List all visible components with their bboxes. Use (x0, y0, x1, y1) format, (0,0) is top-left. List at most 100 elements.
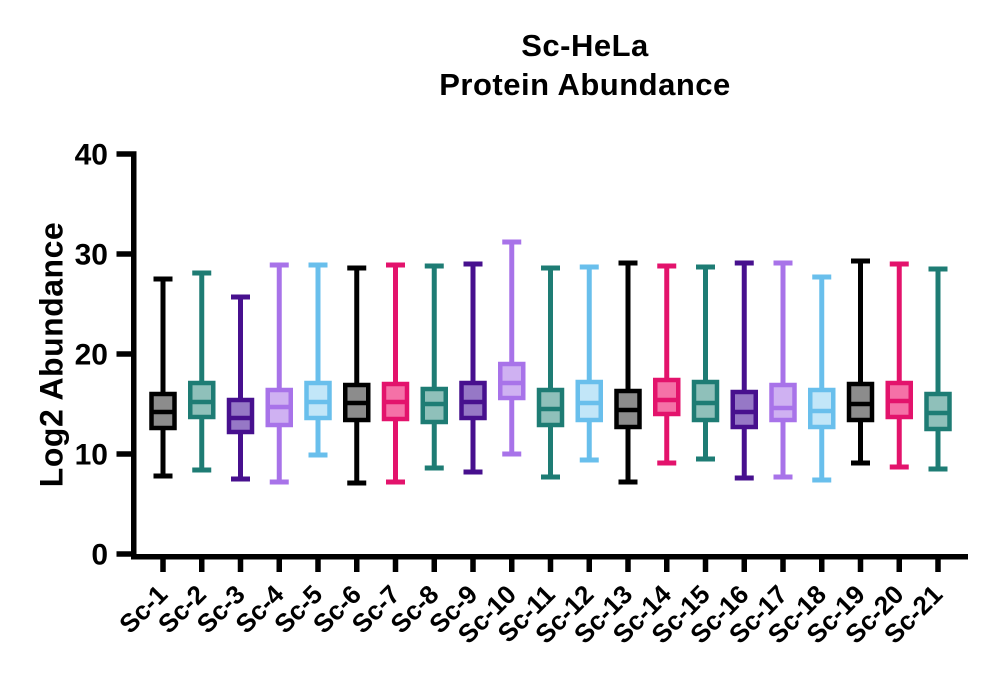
median-line (616, 407, 640, 413)
x-tick (664, 559, 670, 572)
whisker-cap-bottom (463, 469, 483, 475)
whisker-cap-top (657, 263, 677, 269)
median-line (926, 410, 950, 416)
y-tick-label: 30 (75, 239, 108, 272)
whisker-cap-bottom (618, 479, 638, 485)
whisker-stem (858, 261, 863, 463)
median-line (151, 409, 175, 415)
box-body (653, 377, 681, 417)
box-Sc-9 (459, 261, 487, 475)
y-tick (116, 551, 131, 557)
whisker-cap-bottom (347, 480, 367, 486)
box-Sc-13 (614, 260, 642, 485)
whisker-cap-bottom (308, 452, 328, 458)
box-Sc-18 (808, 274, 836, 483)
whisker-cap-top (928, 266, 948, 272)
x-tick (509, 559, 515, 572)
whisker-cap-top (347, 265, 367, 271)
whisker-cap-bottom (231, 476, 250, 482)
median-line (384, 399, 407, 405)
whisker-stem (625, 263, 631, 482)
x-tick (857, 559, 864, 572)
median-line (694, 400, 717, 406)
whisker-stem (703, 267, 708, 459)
whisker-stem (354, 268, 360, 483)
box-Sc-19 (846, 258, 875, 466)
y-tick (116, 451, 131, 457)
median-line (849, 401, 872, 407)
whisker-cap-top (502, 239, 522, 245)
x-tick (547, 559, 554, 572)
x-tick (625, 559, 631, 572)
whisker-cap-top (541, 265, 560, 271)
x-tick (431, 559, 437, 572)
box-Sc-6 (343, 265, 371, 486)
box-Sc-1 (149, 276, 177, 479)
whisker-stem (238, 297, 243, 479)
chart-title-line1: Sc-HeLa (521, 28, 649, 63)
whisker-cap-bottom (734, 475, 754, 481)
median-line (577, 400, 601, 406)
y-tick (116, 251, 131, 257)
whisker-cap-top (231, 294, 250, 300)
median-line (887, 398, 911, 404)
whisker-cap-bottom (851, 460, 870, 466)
median-line (190, 399, 214, 405)
median-line (306, 399, 330, 405)
whisker-cap-bottom (889, 464, 909, 470)
median-line (539, 406, 562, 412)
y-axis-title: Log2 Abundance (33, 221, 70, 488)
median-line (461, 399, 485, 405)
median-line (345, 400, 369, 406)
whisker-cap-bottom (773, 474, 793, 480)
whisker-cap-top (851, 258, 870, 264)
median-line (732, 409, 756, 415)
whisker-cap-bottom (812, 477, 832, 483)
x-tick (199, 559, 205, 572)
whisker-stem (199, 273, 205, 470)
x-tick (819, 559, 825, 572)
whisker-stem (780, 263, 786, 477)
whisker-cap-bottom (153, 473, 173, 479)
x-tick (780, 559, 786, 572)
whisker-stem (393, 265, 398, 482)
whisker-cap-bottom (696, 456, 715, 462)
whisker-cap-bottom (928, 466, 948, 472)
whisker-cap-top (734, 260, 754, 266)
axes: 010203040Sc-1Sc-2Sc-3Sc-4Sc-5Sc-6Sc-7Sc-… (75, 139, 968, 649)
whisker-stem (548, 268, 553, 477)
whisker-stem (160, 279, 166, 476)
box-Sc-20 (885, 261, 913, 470)
y-tick-label: 20 (75, 339, 108, 372)
median-line (267, 404, 291, 410)
whisker-cap-top (424, 263, 444, 269)
box-Sc-15 (691, 264, 720, 462)
x-tick (702, 559, 709, 572)
whisker-cap-top (269, 262, 289, 268)
y-tick-label: 10 (75, 439, 108, 472)
whisker-cap-top (192, 270, 212, 276)
median-line (229, 415, 252, 421)
y-tick (116, 351, 131, 357)
box-Sc-14 (653, 263, 681, 466)
box-body (730, 389, 758, 430)
x-tick (470, 559, 476, 572)
median-line (500, 380, 524, 386)
y-tick-label: 40 (75, 139, 108, 172)
median-line (655, 397, 679, 403)
y-tick (116, 151, 131, 157)
x-axis-line (131, 554, 968, 560)
box-Sc-2 (188, 270, 216, 473)
whisker-cap-top (386, 262, 405, 268)
whisker-cap-bottom (269, 479, 289, 485)
x-tick (160, 559, 166, 572)
x-tick (392, 559, 399, 572)
whisker-cap-bottom (386, 479, 405, 485)
x-tick (935, 559, 941, 572)
whisker-cap-top (773, 260, 793, 266)
box-Sc-17 (769, 260, 797, 480)
whisker-stem (431, 266, 437, 468)
whisker-cap-top (696, 264, 715, 270)
whisker-stem (586, 267, 592, 460)
